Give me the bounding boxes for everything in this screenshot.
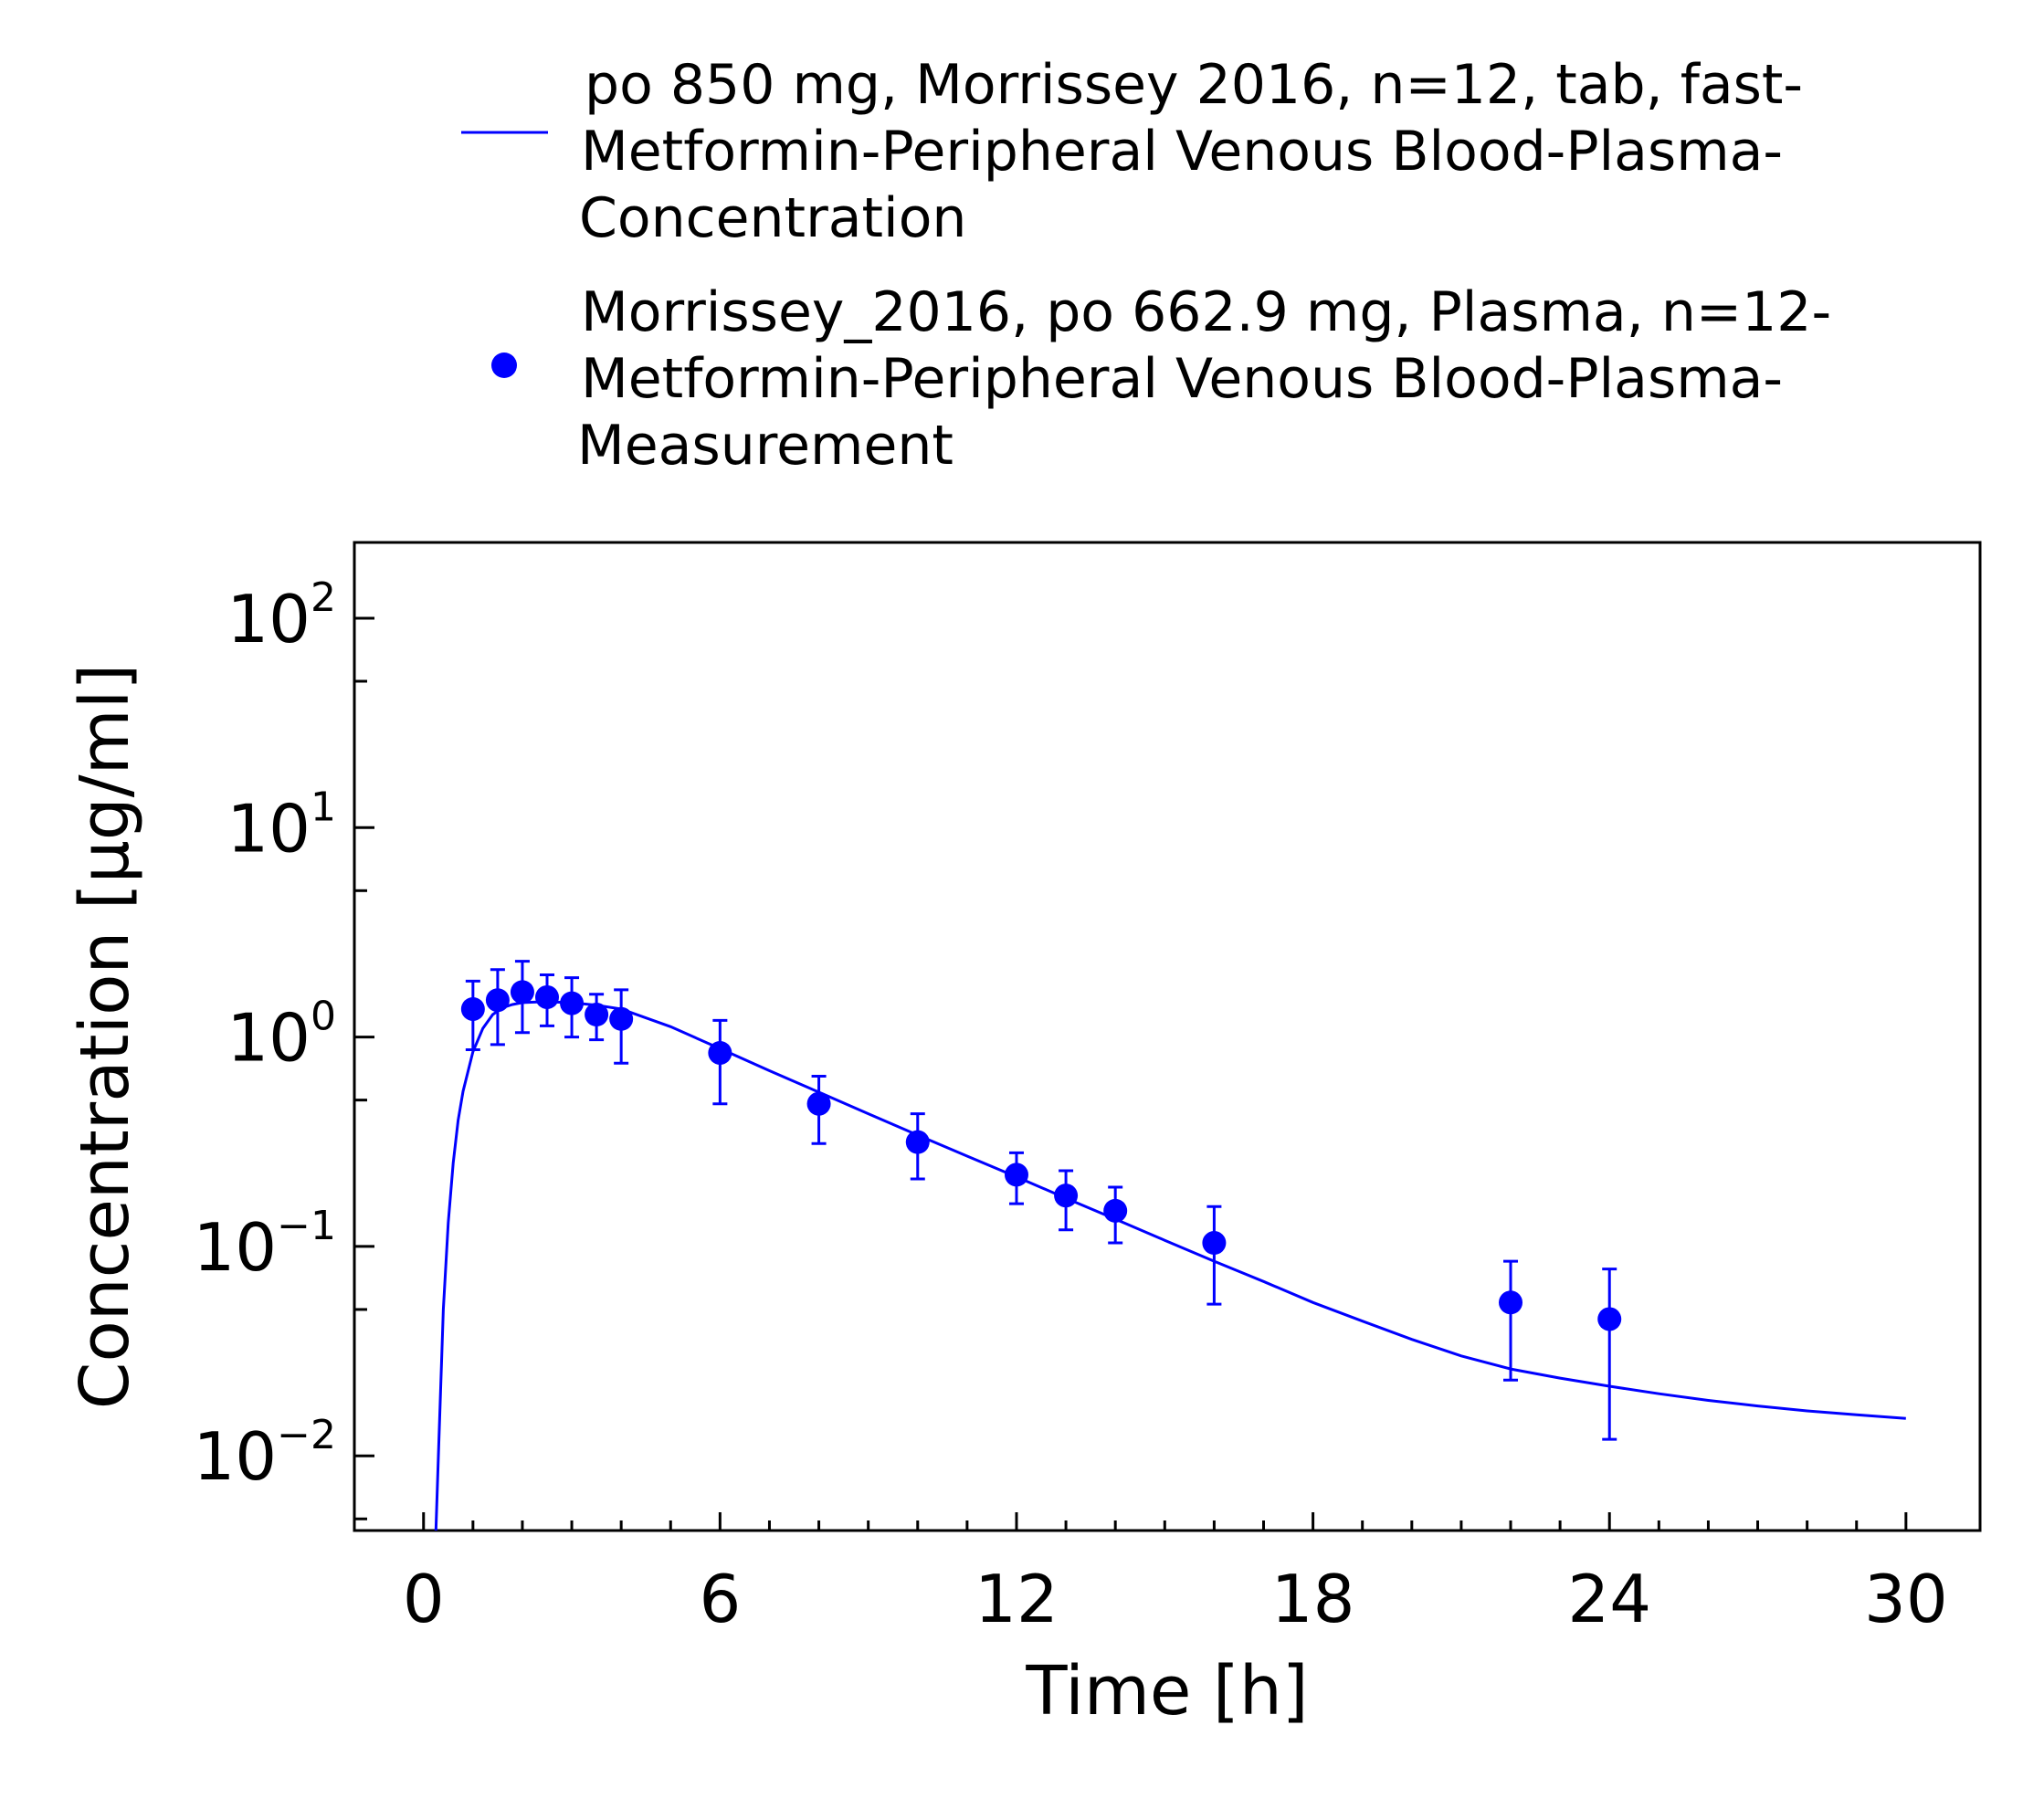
legend: po 850 mg, Morrissey 2016, n=12, tab, fa… [461, 53, 1831, 478]
observed-point [535, 984, 560, 1009]
y-tick-label: 102 [227, 574, 336, 658]
data-point [585, 993, 609, 1042]
data-point [485, 968, 510, 1047]
data-point [460, 979, 485, 1051]
data-point [1004, 1151, 1028, 1205]
observed-point [905, 1130, 930, 1154]
y-tick-label: 10−1 [194, 1203, 337, 1286]
observed-point [1202, 1231, 1227, 1256]
data-point [1202, 1205, 1227, 1306]
legend-entry-2-line-3: Measurement [577, 414, 954, 478]
observed-point [708, 1040, 732, 1065]
data-point [905, 1112, 930, 1181]
y-tick-exponent: −2 [277, 1412, 336, 1458]
observed-point [806, 1091, 831, 1116]
data-point [708, 1018, 732, 1106]
plot-area [434, 960, 1906, 1531]
y-tick-exponent: −1 [277, 1203, 336, 1249]
legend-entry-1-line-2: Metformin-Peripheral Venous Blood-Plasma… [581, 120, 1783, 184]
x-tick-label: 6 [699, 1561, 741, 1637]
y-tick-exponent: 1 [311, 784, 336, 830]
y-tick-label: 10−2 [194, 1412, 337, 1495]
data-point [1054, 1169, 1079, 1232]
y-axis-title: Concentration [µg/ml] [66, 664, 144, 1409]
y-tick-exponent: 0 [311, 994, 336, 1040]
x-tick-label: 12 [975, 1561, 1059, 1637]
y-tick-base: 10 [194, 1209, 278, 1286]
observed-point [460, 996, 485, 1021]
y-tick-label: 101 [227, 784, 336, 867]
legend-dot-marker [491, 352, 517, 378]
data-point [535, 973, 560, 1027]
legend-entry-2-line-2: Metformin-Peripheral Venous Blood-Plasma… [581, 347, 1783, 411]
legend-entry-2-line-1: Morrissey_2016, po 662.9 mg, Plasma, n=1… [581, 280, 1831, 344]
data-point [1103, 1185, 1128, 1245]
observed-point [1004, 1163, 1028, 1187]
observed-point [485, 988, 510, 1013]
observed-point [510, 980, 534, 1005]
x-axis: 0 6 12 18 24 30 [403, 1512, 1948, 1637]
data-point [806, 1074, 831, 1145]
legend-entry-1-line-1: po 850 mg, Morrissey 2016, n=12, tab, fa… [585, 53, 1803, 117]
observed-point [560, 991, 585, 1015]
x-tick-label: 18 [1271, 1561, 1355, 1637]
data-point [560, 976, 585, 1039]
observed-point [585, 1003, 609, 1027]
y-tick-label: 100 [227, 994, 336, 1077]
observed-point [1054, 1184, 1079, 1208]
y-tick-base: 10 [227, 790, 311, 867]
y-tick-base: 10 [227, 1000, 311, 1077]
data-point [510, 960, 534, 1035]
data-point [1597, 1268, 1622, 1441]
simulated-concentration-line [434, 1000, 1906, 1531]
observed-point [609, 1006, 634, 1031]
observed-point [1103, 1198, 1128, 1223]
observed-point [1597, 1307, 1622, 1331]
data-point [609, 988, 634, 1065]
observed-point [1499, 1290, 1523, 1315]
x-axis-title: Time [h] [1025, 1652, 1308, 1731]
x-tick-label: 0 [403, 1561, 445, 1637]
legend-entry-1-line-3: Concentration [579, 186, 966, 250]
y-tick-base: 10 [194, 1418, 278, 1495]
data-point [1499, 1259, 1523, 1382]
y-tick-base: 10 [227, 581, 311, 658]
plot-frame [353, 541, 1982, 1532]
x-tick-label: 30 [1864, 1561, 1948, 1637]
y-tick-exponent: 2 [311, 574, 336, 621]
x-tick-label: 24 [1567, 1561, 1651, 1637]
